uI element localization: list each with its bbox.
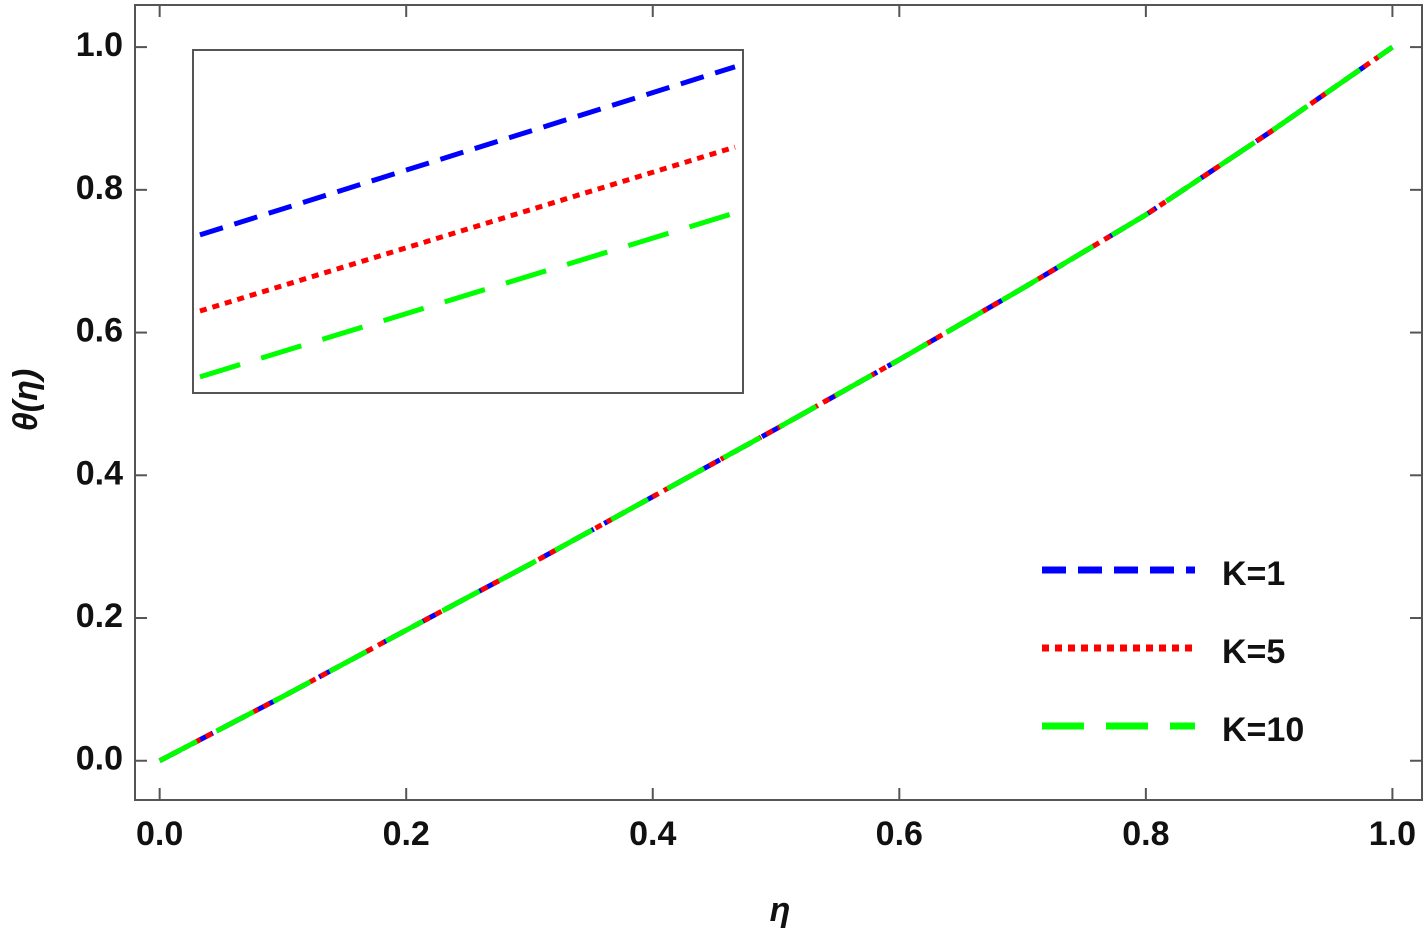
legend-label: K=5 <box>1222 633 1285 671</box>
series-line <box>199 210 736 380</box>
plot-frame <box>192 49 744 394</box>
x-tick-label: 1.0 <box>1369 815 1416 853</box>
series-line <box>158 45 1394 763</box>
y-axis-label: θ(η) <box>7 369 45 431</box>
x-tick-label: 0.2 <box>383 815 430 853</box>
y-tick-label: 1.0 <box>76 26 123 64</box>
legend-label: K=1 <box>1222 555 1285 593</box>
legend-label: K=10 <box>1222 711 1304 749</box>
y-tick-label: 0.2 <box>76 597 123 635</box>
x-tick-label: 0.8 <box>1122 815 1169 853</box>
y-tick-label: 0.4 <box>76 454 123 492</box>
x-axis-label: η <box>770 891 791 929</box>
y-tick-label: 0.6 <box>76 312 123 350</box>
y-tick-label: 0.8 <box>76 169 123 207</box>
x-tick-label: 0.4 <box>629 815 676 853</box>
series-line <box>199 144 736 314</box>
y-tick-label: 0.0 <box>76 740 123 778</box>
x-tick-label: 0.0 <box>136 815 183 853</box>
series-line <box>199 64 736 238</box>
x-tick-label: 0.6 <box>876 815 923 853</box>
